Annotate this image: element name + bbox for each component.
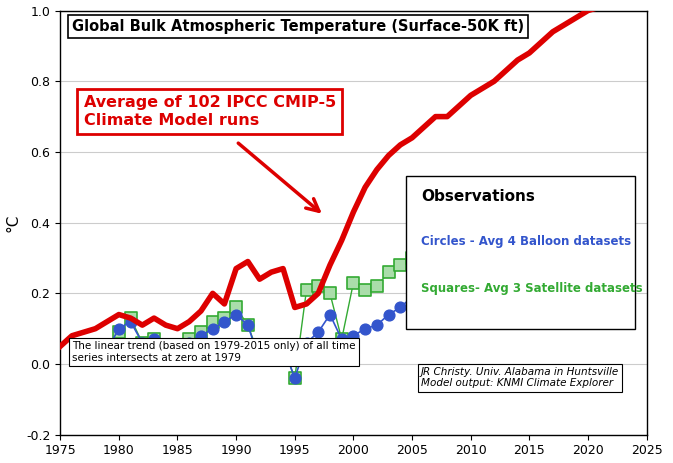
Point <box>231 311 242 318</box>
Point <box>465 258 476 265</box>
Point <box>594 251 605 258</box>
Point <box>125 314 136 322</box>
Point <box>172 357 183 364</box>
Point <box>559 258 570 265</box>
Point <box>207 325 218 332</box>
Point <box>160 350 171 357</box>
Point <box>606 247 617 255</box>
Point <box>383 269 394 276</box>
Point <box>547 258 558 265</box>
Point <box>524 261 535 269</box>
Point <box>395 261 406 269</box>
Point <box>324 290 335 297</box>
Point <box>395 304 406 311</box>
Point <box>594 254 605 262</box>
Point <box>301 286 312 294</box>
Point <box>454 293 464 300</box>
Point <box>336 336 347 343</box>
Point <box>278 343 289 350</box>
Point <box>360 325 371 332</box>
Point <box>125 318 136 325</box>
Point <box>266 350 277 357</box>
Point <box>254 353 265 361</box>
Point <box>242 321 253 329</box>
Point <box>149 336 160 343</box>
FancyBboxPatch shape <box>406 176 635 329</box>
Point <box>149 336 160 343</box>
Point <box>406 254 417 262</box>
Text: Global Bulk Atmospheric Temperature (Surface-50K ft): Global Bulk Atmospheric Temperature (Sur… <box>72 19 524 34</box>
Point <box>371 282 382 290</box>
Point <box>501 265 511 272</box>
Point <box>547 261 558 269</box>
Point <box>571 254 581 262</box>
Point <box>489 282 499 290</box>
Text: JR Christy. Univ. Alabama in Huntsville
Model output: KNMI Climate Explorer: JR Christy. Univ. Alabama in Huntsville … <box>421 367 619 388</box>
Point <box>102 346 112 354</box>
Point <box>501 275 511 283</box>
Point <box>114 325 125 332</box>
Point <box>536 265 546 272</box>
Point <box>196 332 207 339</box>
Point <box>454 282 464 290</box>
Point <box>172 353 183 361</box>
Point <box>524 251 535 258</box>
Point <box>536 254 546 262</box>
Point <box>278 343 289 350</box>
Point <box>242 321 253 329</box>
Text: Squares- Avg 3 Satellite datasets: Squares- Avg 3 Satellite datasets <box>421 282 643 295</box>
Text: The linear trend (based on 1979-2015 only) of all time
series intersects at zero: The linear trend (based on 1979-2015 onl… <box>72 341 355 363</box>
Point <box>137 339 147 346</box>
Point <box>219 314 229 322</box>
Point <box>114 329 125 336</box>
Point <box>289 375 300 382</box>
Point <box>313 329 324 336</box>
Point <box>207 318 218 325</box>
Point <box>102 350 112 357</box>
Point <box>465 279 476 287</box>
Text: Observations: Observations <box>421 189 535 204</box>
Point <box>137 339 147 346</box>
Point <box>430 275 441 283</box>
Point <box>184 339 194 346</box>
Text: Circles - Avg 4 Balloon datasets: Circles - Avg 4 Balloon datasets <box>421 235 631 248</box>
Point <box>266 350 277 357</box>
Point <box>196 329 207 336</box>
Point <box>184 336 194 343</box>
Point <box>231 304 242 311</box>
Point <box>442 286 453 294</box>
Point <box>442 297 453 304</box>
Y-axis label: °C: °C <box>5 213 21 232</box>
Point <box>419 286 429 294</box>
Point <box>606 233 617 240</box>
Point <box>254 357 265 364</box>
Point <box>360 286 371 294</box>
Point <box>430 269 441 276</box>
Point <box>583 244 594 251</box>
Point <box>313 282 324 290</box>
Point <box>512 265 523 272</box>
Point <box>419 275 429 283</box>
Text: Average of 102 IPCC CMIP-5
Climate Model runs: Average of 102 IPCC CMIP-5 Climate Model… <box>83 95 336 128</box>
Point <box>336 336 347 343</box>
Point <box>477 290 488 297</box>
Point <box>289 375 300 382</box>
Point <box>348 332 359 339</box>
Point <box>301 339 312 346</box>
Point <box>489 272 499 279</box>
Point <box>512 261 523 269</box>
Point <box>348 279 359 287</box>
Point <box>477 275 488 283</box>
Point <box>583 244 594 251</box>
Point <box>371 321 382 329</box>
Point <box>219 318 229 325</box>
Point <box>406 293 417 300</box>
Point <box>160 353 171 361</box>
Point <box>559 261 570 269</box>
Point <box>571 254 581 262</box>
Point <box>383 311 394 318</box>
Point <box>324 311 335 318</box>
